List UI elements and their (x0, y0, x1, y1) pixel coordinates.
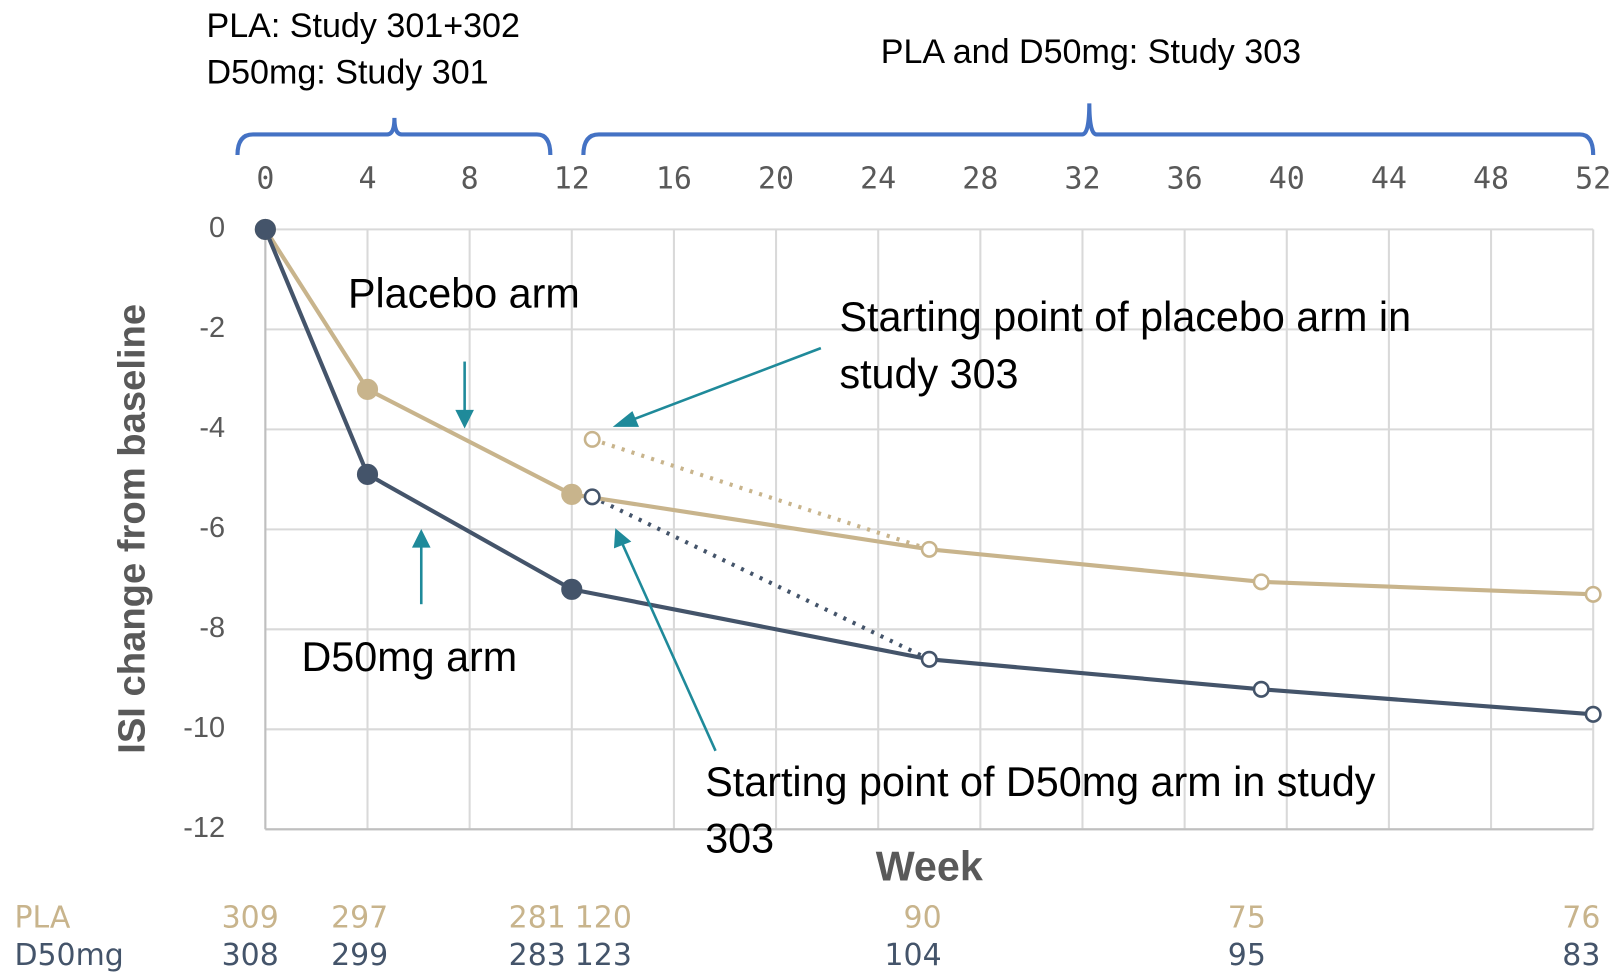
marker (254, 218, 276, 240)
open-marker (920, 540, 938, 558)
marker (561, 483, 583, 505)
annotation: Starting point of placebo arm in (839, 294, 1411, 340)
n-value: 75 (1228, 901, 1266, 936)
arrow-head (455, 409, 474, 429)
open-marker (1252, 680, 1270, 698)
x-axis-title: Week (876, 843, 983, 889)
arrow-head (613, 528, 632, 549)
annotation: Starting point of D50mg arm in study (705, 759, 1376, 805)
open-marker (1584, 585, 1602, 603)
header: PLA: Study 301+302 (207, 7, 520, 45)
n-value: 308 (222, 938, 279, 973)
n-value: 281 (509, 901, 566, 936)
n-value: 90 (904, 901, 942, 936)
series-line (263, 228, 1594, 597)
n-value: 104 (885, 938, 942, 973)
y-tick-label: -2 (199, 312, 225, 344)
n-value: 123 (575, 938, 632, 973)
open-marker (1584, 705, 1602, 723)
open-marker (583, 430, 601, 448)
n-value: 297 (331, 901, 388, 936)
series-line (263, 228, 1594, 717)
bracket (235, 117, 553, 156)
y-tick-label: -12 (183, 812, 225, 844)
marker (356, 463, 379, 485)
n-value: 95 (1228, 938, 1266, 973)
open-marker (920, 650, 938, 668)
x-tick-label: 24 (860, 161, 896, 196)
marker (561, 578, 583, 600)
x-tick-label: 12 (554, 161, 590, 196)
y-tick-label: 0 (209, 212, 225, 244)
n-value: 299 (331, 938, 388, 973)
y-tick-label: -6 (199, 512, 225, 544)
dotted-line (591, 437, 930, 552)
bracket (581, 103, 1596, 156)
n-row-label: D50mg (14, 938, 123, 973)
x-tick-label: 52 (1575, 161, 1611, 196)
header: D50mg: Study 301 (207, 54, 489, 92)
y-tick-label: -8 (199, 612, 225, 644)
y-axis-title: ISI change from baseline (110, 304, 153, 754)
x-tick-label: 16 (656, 161, 692, 196)
x-tick-label: 8 (461, 161, 479, 196)
arrow-head (612, 411, 640, 427)
n-value: 309 (222, 901, 279, 936)
annotation-arrows (411, 346, 822, 752)
annotation: 303 (705, 816, 774, 862)
x-tick-label: 44 (1371, 161, 1407, 196)
y-tick-label: -10 (183, 712, 225, 744)
x-tick-label: 36 (1167, 161, 1203, 196)
marker (356, 378, 379, 400)
header: PLA and D50mg: Study 303 (881, 33, 1301, 71)
arrow (627, 346, 822, 423)
x-tick-label: 4 (358, 161, 376, 196)
n-row-label: PLA (14, 901, 70, 936)
arrow (621, 543, 717, 752)
open-marker (583, 488, 601, 506)
x-tick-label: 0 (256, 161, 274, 196)
x-tick-label: 28 (962, 161, 998, 196)
y-tick-label: -4 (199, 412, 225, 444)
n-value: 76 (1562, 901, 1600, 936)
open-marker (1252, 573, 1270, 591)
x-tick-label: 32 (1064, 161, 1100, 196)
x-tick-label: 20 (758, 161, 794, 196)
dotted-line (591, 494, 931, 662)
annotation: study 303 (839, 351, 1018, 397)
n-value: 120 (575, 901, 632, 936)
plot-area (254, 218, 1602, 831)
n-value: 83 (1562, 938, 1600, 973)
annotation: Placebo arm (348, 270, 580, 316)
arrow-head (411, 529, 431, 548)
n-value: 283 (509, 938, 566, 973)
x-tick-label: 40 (1269, 161, 1305, 196)
annotation: D50mg arm (301, 634, 517, 680)
x-tick-label: 48 (1473, 161, 1509, 196)
